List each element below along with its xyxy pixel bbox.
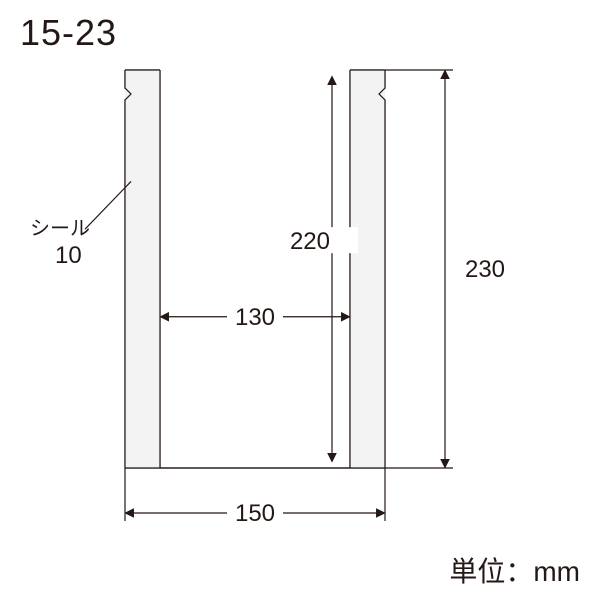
outer-width-value: 150 <box>235 500 275 527</box>
seal-label: シール <box>30 218 90 240</box>
outer-height-value: 230 <box>465 256 505 283</box>
diagram-title: 15-23 <box>20 12 117 54</box>
inner-height-value: 220 <box>290 228 330 255</box>
unit-label: 単位：mm <box>449 550 580 590</box>
seal-value: 10 <box>55 242 82 269</box>
dimension-diagram: 130 150 220 230 シール10 <box>0 0 600 600</box>
inner-width-value: 130 <box>235 304 275 331</box>
